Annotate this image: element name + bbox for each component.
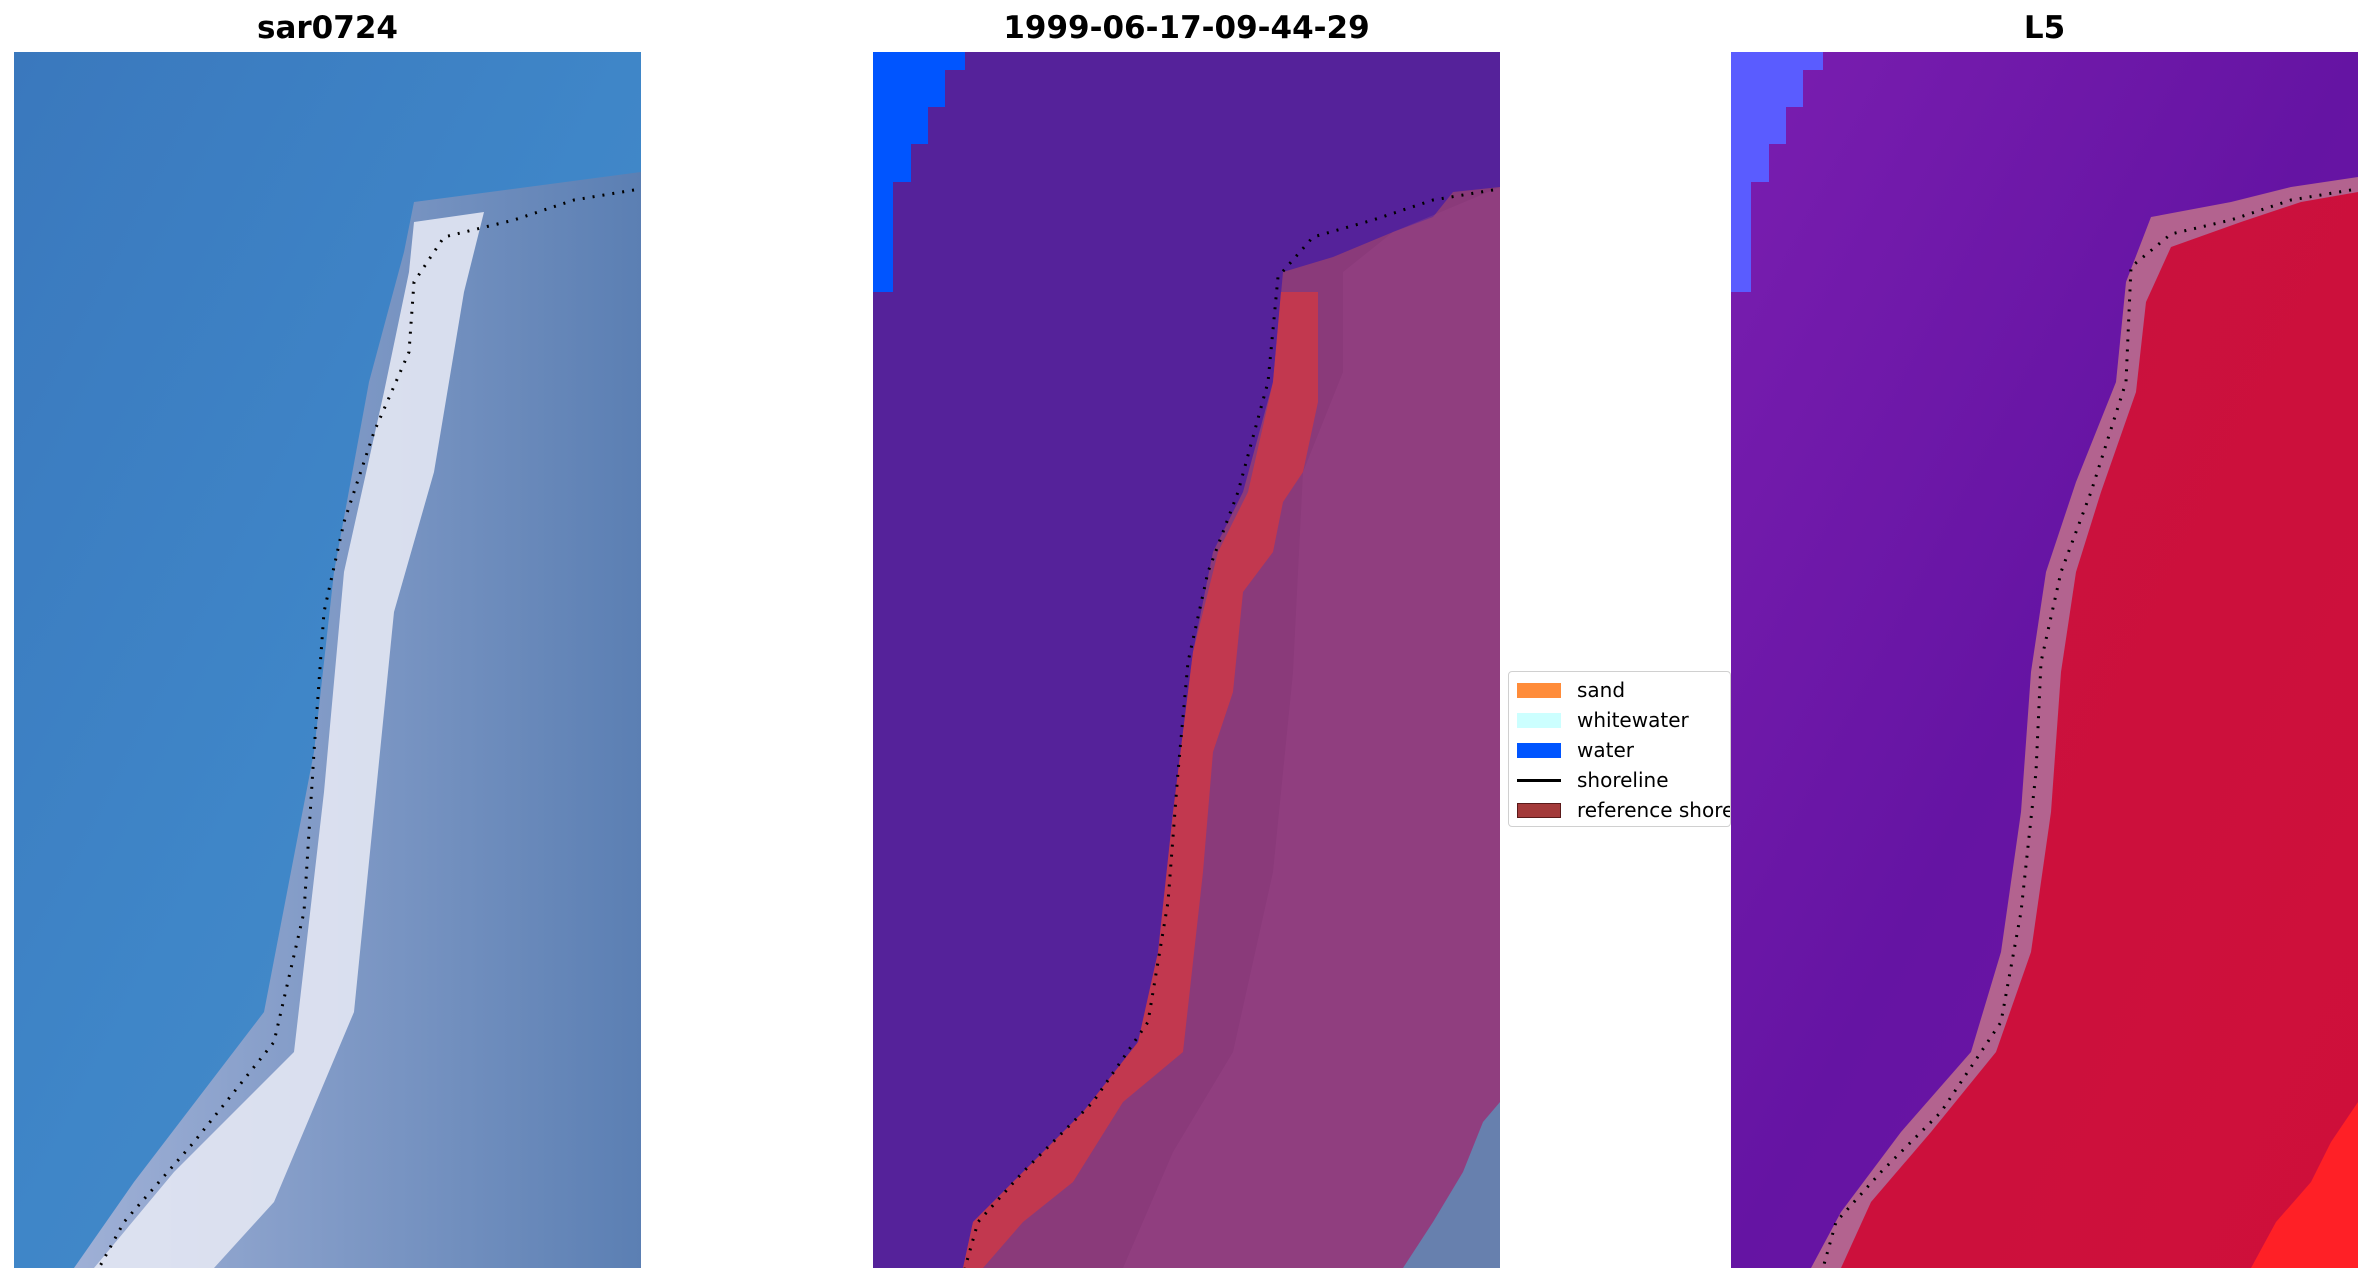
legend-item-whitewater: whitewater [1517, 706, 1689, 734]
class-shoreline [963, 188, 1494, 1268]
sar-image-panel [14, 52, 641, 1268]
panel-title-l5: L5 [2023, 10, 2066, 46]
legend-swatch-reference [1517, 802, 1561, 818]
legend-label: water [1577, 738, 1634, 762]
legend-item-sand: sand [1517, 676, 1625, 704]
classification-panel [873, 52, 1500, 1268]
legend-swatch-whitewater [1517, 712, 1561, 728]
l5-image-panel [1731, 52, 2358, 1268]
panel-title-date: 1999-06-17-09-44-29 [1003, 10, 1370, 46]
legend-label: shoreline [1577, 768, 1669, 792]
legend-swatch-shoreline [1517, 778, 1561, 782]
legend-swatch-sand [1517, 682, 1561, 698]
l5-land-area [1841, 192, 2358, 1268]
legend-item-water: water [1517, 736, 1634, 764]
class-land-area [963, 187, 1500, 1268]
class-blue-corner [873, 52, 965, 292]
legend-item-shoreline: shoreline [1517, 766, 1669, 794]
legend-label: whitewater [1577, 708, 1689, 732]
l5-bright-corner [2251, 1102, 2358, 1268]
class-land-shade [1123, 187, 1500, 1268]
legend-item-reference-shoreline: reference shoreline [1517, 796, 1730, 824]
sar-surf-band [94, 212, 484, 1268]
panel-title-sar: sar0724 [257, 10, 398, 46]
class-gray-corner [1403, 1102, 1500, 1268]
class-reference-band [963, 292, 1318, 1268]
legend-label: reference shoreline [1577, 798, 1730, 822]
legend-label: sand [1577, 678, 1626, 702]
l5-blue-corner [1731, 52, 1823, 292]
legend: sand whitewater water shoreline referenc… [1508, 671, 1731, 827]
legend-swatch-water [1517, 742, 1561, 758]
